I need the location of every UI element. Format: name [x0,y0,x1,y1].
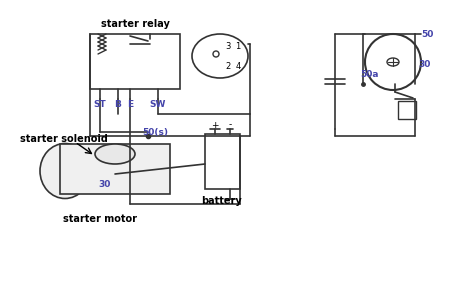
Bar [205,134,240,189]
Text: 4: 4 [236,62,241,70]
Text: 30: 30 [99,179,111,189]
Text: 50(s): 50(s) [142,128,168,137]
Text: 2: 2 [225,62,231,70]
Text: B: B [115,99,121,108]
Ellipse shape [213,51,219,57]
Text: 50: 50 [421,30,433,39]
Bar [398,101,416,119]
Text: battery: battery [201,196,242,206]
Text: 3: 3 [225,41,231,51]
Text: 30: 30 [419,60,431,68]
Bar [60,144,170,194]
Ellipse shape [387,58,399,66]
Text: -: - [228,120,232,130]
Ellipse shape [40,143,90,199]
Text: +: + [211,120,219,130]
Text: E: E [127,99,133,108]
Text: starter solenoid: starter solenoid [20,134,108,144]
Ellipse shape [365,34,421,90]
Text: starter relay: starter relay [100,19,169,29]
Ellipse shape [95,144,135,164]
Text: 1: 1 [236,41,241,51]
Text: starter motor: starter motor [63,214,137,224]
Text: SW: SW [150,99,166,108]
Text: 50a: 50a [361,70,379,78]
Ellipse shape [192,34,248,78]
Bar [90,34,180,89]
Text: ST: ST [94,99,106,108]
